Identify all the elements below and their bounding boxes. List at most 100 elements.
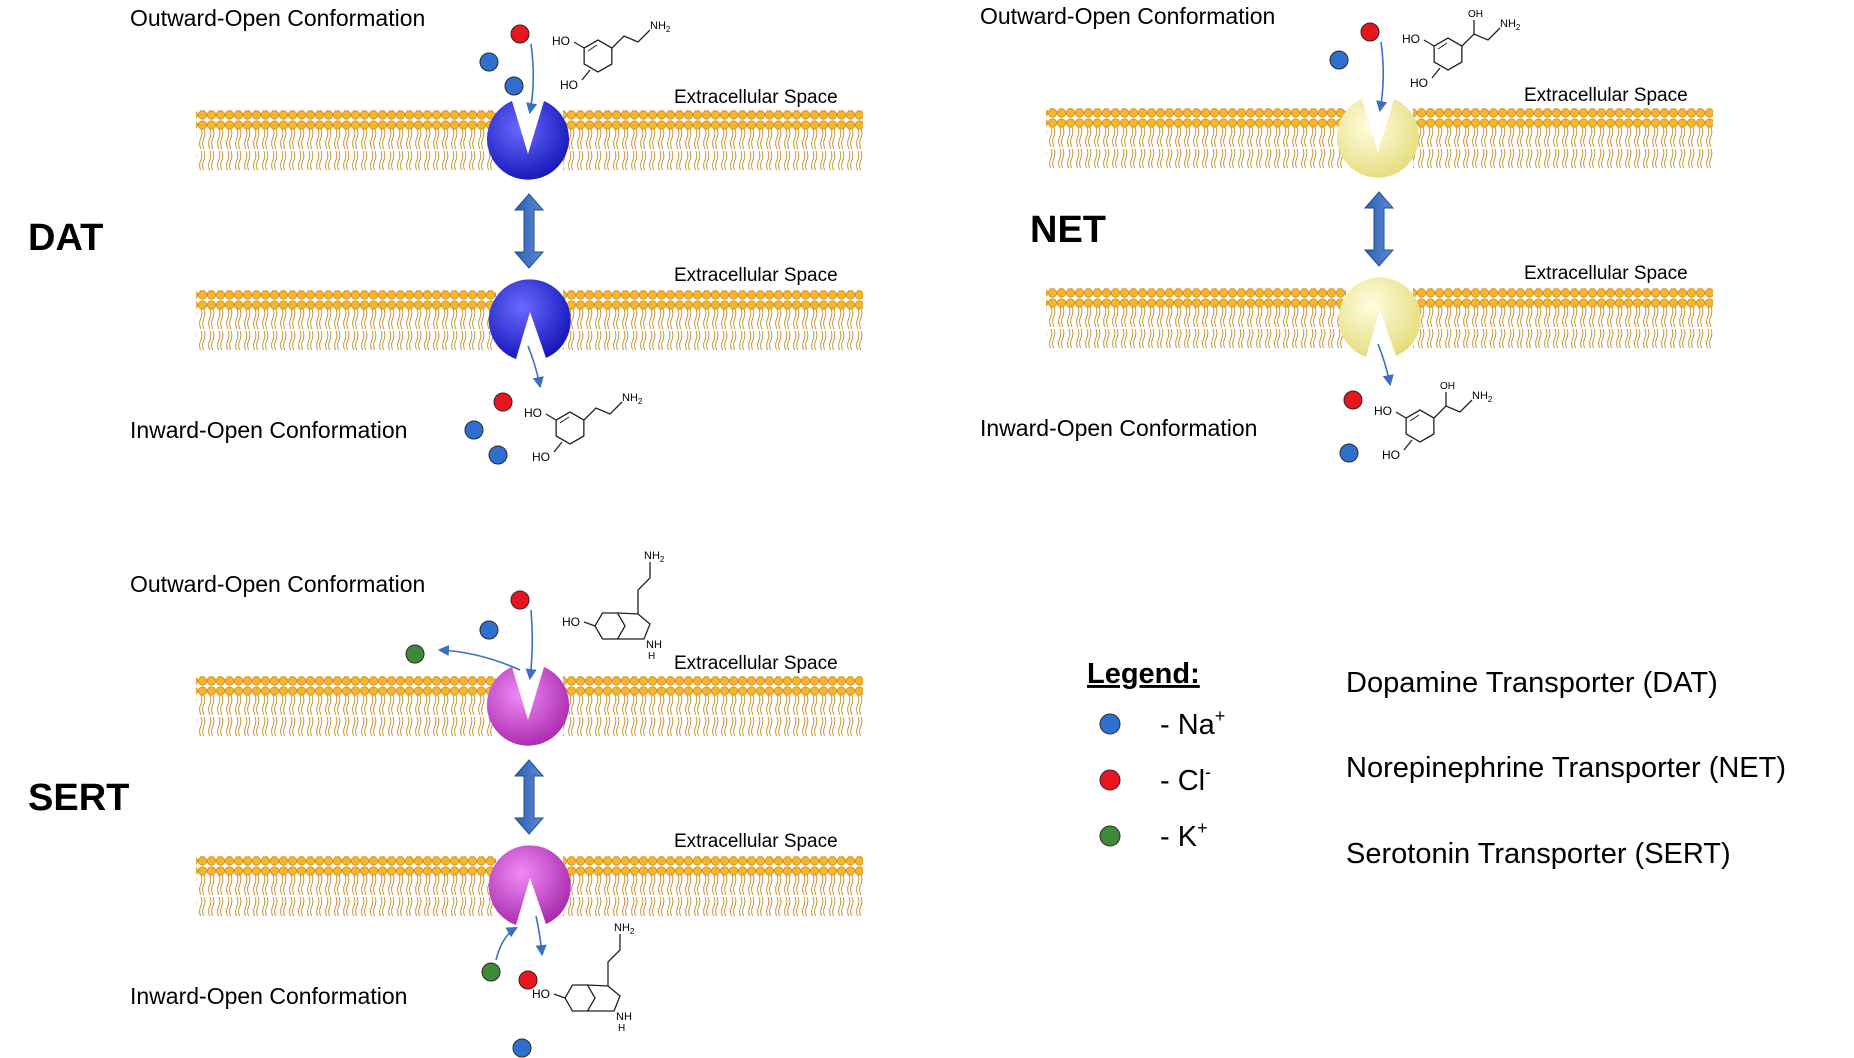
membrane-top-left (1046, 108, 1346, 168)
norepinephrine-outward-ho2-label: HO (1410, 76, 1428, 90)
norepinephrine-inward-nh2-label: NH2 (1472, 390, 1493, 404)
serotonin-inward-nh-label: NH (616, 1011, 632, 1023)
membrane-top-right (1413, 108, 1713, 168)
membrane-top-left (196, 676, 496, 736)
ion-release-arrow (527, 345, 544, 389)
norepinephrine-outward-oh-label: OH (1468, 9, 1483, 20)
serotonin-outward-ho-bond (583, 621, 596, 627)
ion-entry-arrow (525, 609, 537, 681)
norepinephrine-inward-ho2-bond (1403, 439, 1413, 451)
sodium-ion-inward-1 (464, 420, 484, 440)
sodium-ion-inward (512, 1038, 532, 1058)
serotonin-inward-ho-bond (553, 993, 566, 999)
legend-swatch-2 (1099, 825, 1121, 847)
norepinephrine-inward-ho1-bond (1395, 411, 1407, 419)
dopamine-inward-ring (555, 411, 585, 445)
panel-sert: Outward-Open Conformation Inward-Open Con… (130, 550, 863, 1058)
norepinephrine-outward-chain (1461, 27, 1501, 47)
dopamine-inward-chain (583, 401, 623, 421)
dopamine-inward-bond (559, 416, 570, 424)
extracellular-label-bottom: Extracellular Space (674, 265, 838, 286)
chloride-ion-outward (510, 24, 530, 44)
membrane-bottom-right (563, 290, 863, 350)
definition-sert: Serotonin Transporter (SERT) (1346, 838, 1731, 870)
transporter-inward-open (488, 845, 571, 925)
definitions: Dopamine Transporter (DAT) Norepinephrin… (1346, 667, 1786, 870)
norepinephrine-inward-ho1-label: HO (1374, 404, 1392, 418)
dopamine-outward-chain (611, 29, 651, 49)
potassium-exit-arrow (437, 644, 521, 671)
sodium-ion-outward (479, 620, 499, 640)
ion-release-arrow (535, 915, 547, 957)
serotonin-inward-chain (607, 934, 621, 986)
serotonin-outward-ho-label: HO (562, 615, 580, 629)
chloride-ion-inward (493, 392, 513, 412)
sert-label: SERT (28, 777, 129, 819)
sodium-ion-outward-1 (1329, 50, 1349, 70)
ion-release-arrow (1377, 343, 1394, 387)
membrane-top-right (563, 676, 863, 736)
transporter-outward-open (486, 101, 569, 180)
serotonin-inward-h-label: H (618, 1023, 625, 1034)
potassium-entry-arrow (495, 926, 518, 961)
legend-title: Legend: (1087, 658, 1200, 690)
dopamine-outward-ho1-label: HO (552, 34, 570, 48)
membrane-bottom-left (1046, 288, 1346, 348)
membrane-bottom-left (196, 290, 496, 350)
sodium-ion-inward-1 (1339, 443, 1359, 463)
membrane-top-left (196, 110, 496, 170)
norepinephrine-outward-nh2-label: NH2 (1500, 18, 1521, 32)
norepinephrine-inward-bond (1409, 414, 1420, 422)
dopamine-inward-ho2-bond (553, 441, 563, 453)
dopamine-outward-nh2-label: NH2 (650, 20, 671, 34)
legend-swatch-0 (1099, 713, 1121, 735)
net-label: NET (1030, 209, 1106, 251)
ion-entry-arrow (526, 43, 538, 115)
transporter-inward-open (1338, 277, 1421, 357)
transporter-inward-open (488, 279, 571, 359)
membrane-bottom-right (1413, 288, 1713, 348)
panel-net: Outward-Open Conformation Inward-Open Con… (980, 3, 1713, 463)
potassium-ion-inward (481, 962, 501, 982)
dopamine-outward-ho2-label: HO (560, 78, 578, 92)
serotonin-inward-pyrrole (587, 984, 621, 1012)
serotonin-inward-ho-label: HO (532, 987, 550, 1001)
panel-dat: Outward-Open Conformation Inward-Open Con… (130, 5, 863, 465)
dat-label: DAT (28, 217, 103, 259)
inward-open-label: Inward-Open Conformation (980, 415, 1257, 441)
membrane-bottom-right (563, 856, 863, 916)
extracellular-label-top: Extracellular Space (674, 87, 838, 108)
norepinephrine-outward-bond (1437, 42, 1448, 50)
dopamine-outward-ho2-bond (581, 69, 591, 81)
definition-net: Norepinephrine Transporter (NET) (1346, 752, 1786, 784)
serotonin-outward-h-label: H (648, 651, 655, 662)
chloride-ion-inward (1343, 390, 1363, 410)
dopamine-inward-nh2-label: NH2 (622, 392, 643, 406)
membrane-top-right (563, 110, 863, 170)
potassium-ion-outward (405, 644, 425, 664)
conformation-switch-arrow (513, 193, 545, 269)
norepinephrine-inward-ho2-label: HO (1382, 448, 1400, 462)
norepinephrine-outward-ring (1433, 37, 1463, 71)
definition-dat: Dopamine Transporter (DAT) (1346, 667, 1718, 699)
dopamine-outward-ring (583, 39, 613, 73)
conformation-switch-arrow (1363, 191, 1395, 267)
chloride-ion-inward (518, 970, 538, 990)
inward-open-label: Inward-Open Conformation (130, 417, 407, 443)
norepinephrine-outward-ho1-bond (1423, 39, 1435, 47)
norepinephrine-inward-chain (1433, 399, 1473, 419)
serotonin-outward-nh-label: NH (646, 639, 662, 651)
dopamine-inward-ho2-label: HO (532, 450, 550, 464)
dopamine-outward-ho1-bond (573, 41, 585, 49)
transporter-outward-open (1337, 99, 1419, 178)
membrane-bottom-left (196, 856, 496, 916)
transporter-outward-open (486, 667, 569, 746)
norepinephrine-inward-ring (1405, 409, 1435, 443)
inward-open-label: Inward-Open Conformation (130, 983, 407, 1009)
extracellular-label-bottom: Extracellular Space (674, 831, 838, 852)
chloride-ion-outward (510, 590, 530, 610)
ion-entry-arrow (1376, 41, 1388, 113)
chloride-ion-outward (1360, 22, 1380, 42)
dopamine-outward-bond (587, 44, 598, 52)
